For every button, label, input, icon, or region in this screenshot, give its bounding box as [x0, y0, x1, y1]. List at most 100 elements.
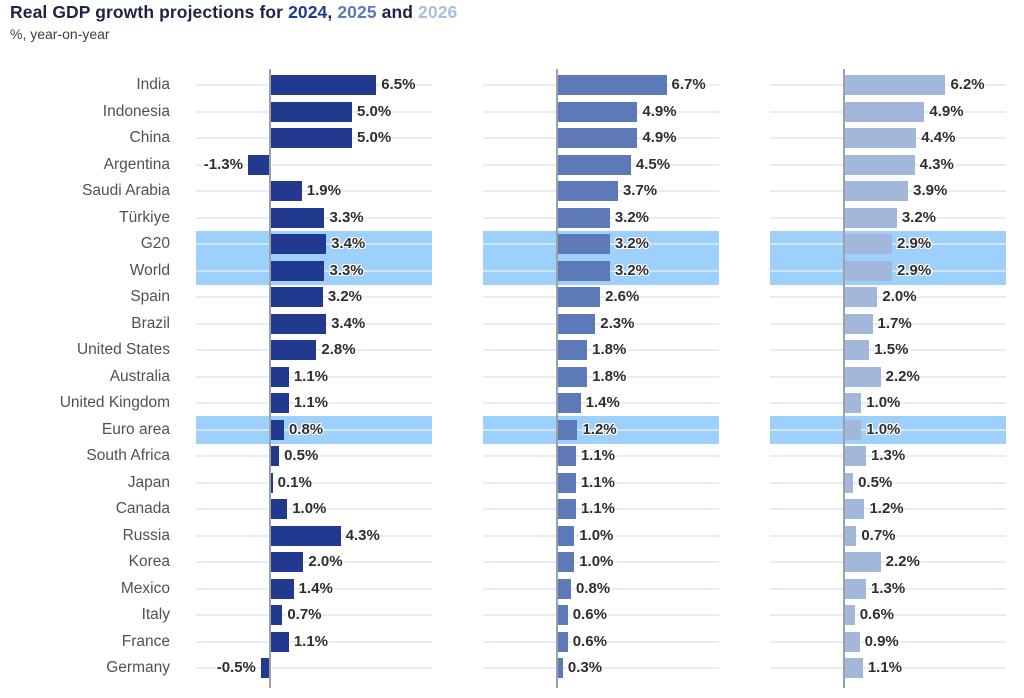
- row-gridline: [770, 640, 1006, 643]
- category-label: World: [129, 261, 170, 279]
- row-gridline: [483, 322, 719, 325]
- category-label: Indonesia: [102, 102, 170, 120]
- bar-2025-france: [558, 631, 568, 652]
- value-label: 1.1%: [580, 447, 616, 464]
- bar-2026-italy: [845, 605, 855, 626]
- bar-2024-türkiye: [271, 207, 325, 228]
- title-part: 2025: [337, 2, 377, 22]
- bar-2024-brazil: [271, 313, 327, 334]
- value-label: 1.1%: [293, 394, 329, 411]
- bar-2025-united-states: [558, 340, 588, 361]
- value-label: 6.7%: [671, 76, 706, 93]
- value-label: 2.0%: [882, 288, 917, 305]
- row-gridline: [196, 614, 432, 617]
- value-label: 0.7%: [861, 526, 896, 544]
- value-label: 0.8%: [288, 420, 324, 438]
- bar-2024-argentina: [247, 154, 269, 175]
- value-label: 1.7%: [877, 314, 912, 332]
- row-gridline: [196, 190, 432, 193]
- value-label: 4.9%: [642, 129, 677, 146]
- bar-2025-australia: [558, 366, 588, 387]
- value-label: 6.2%: [950, 76, 985, 93]
- zero-axis-line: [843, 69, 845, 688]
- bar-2024-france: [271, 631, 289, 652]
- value-label: 1.0%: [292, 500, 327, 517]
- bar-2026-india: [845, 75, 946, 96]
- bar-2026-united-kingdom: [845, 393, 862, 414]
- row-gridline: [770, 561, 1006, 564]
- value-label: 4.4%: [921, 129, 956, 146]
- bar-2024-united-kingdom: [271, 393, 289, 414]
- row-gridline: [770, 296, 1006, 299]
- bar-2026-g20: [845, 234, 892, 255]
- value-label: -1.3%: [203, 155, 243, 173]
- title-part: and: [376, 2, 419, 22]
- row-gridline: [770, 322, 1006, 325]
- value-label: 1.9%: [306, 182, 341, 199]
- bar-2025-united-kingdom: [558, 393, 581, 414]
- category-label: Brazil: [131, 314, 170, 332]
- panel-2026: 6.2% 4.9% 4.4% 4.3% 3.9% 3.2% 2.9% 2.9% 2.0% 1.7%…: [770, 69, 1006, 688]
- row-gridline: [483, 296, 719, 299]
- bar-2024-world: [271, 260, 325, 281]
- gdp-growth-bar-chart: India Indonesia China Argentina Saudi Arabia…: [0, 69, 1024, 688]
- bar-2025-canada: [558, 499, 576, 520]
- zero-axis-line: [269, 69, 271, 688]
- category-label: United Kingdom: [59, 394, 170, 411]
- row-gridline: [196, 640, 432, 643]
- row-gridline: [770, 481, 1006, 484]
- bar-2026-saudi-arabia: [845, 181, 909, 202]
- row-gridline: [483, 587, 719, 590]
- bar-2025-korea: [558, 552, 575, 573]
- bar-2024-united-states: [271, 340, 317, 361]
- bar-2026-united-states: [845, 340, 870, 361]
- value-label: 1.2%: [582, 420, 617, 438]
- bar-2024-south-africa: [271, 446, 280, 467]
- bar-2025-mexico: [558, 578, 571, 599]
- value-label: 0.8%: [575, 579, 611, 597]
- bar-2025-argentina: [558, 154, 631, 175]
- value-label: 1.1%: [293, 632, 329, 650]
- row-gridline: [196, 375, 432, 378]
- value-label: 1.8%: [592, 341, 627, 358]
- chart-header: Real GDP growth projections for 2024, 20…: [10, 2, 457, 42]
- row-gridline: [483, 561, 719, 564]
- row-gridline: [483, 375, 719, 378]
- value-label: 5.0%: [357, 129, 392, 146]
- row-gridline: [770, 402, 1006, 405]
- category-label: Japan: [127, 473, 170, 491]
- value-label: 0.6%: [859, 606, 894, 623]
- bar-2026-euro-area: [845, 419, 862, 440]
- value-label: 4.5%: [635, 155, 671, 173]
- value-label: 0.1%: [277, 473, 312, 491]
- bar-2026-australia: [845, 366, 881, 387]
- row-gridline: [196, 508, 432, 511]
- title-part: 2024: [288, 2, 328, 22]
- category-label: China: [129, 129, 171, 146]
- bar-2026-mexico: [845, 578, 867, 599]
- bar-2026-indonesia: [845, 101, 925, 122]
- bar-2026-france: [845, 631, 860, 652]
- category-label: Mexico: [120, 579, 170, 597]
- title-part: 2026: [418, 2, 458, 22]
- value-label: 0.9%: [864, 632, 899, 650]
- bar-2024-g20: [271, 234, 327, 255]
- value-label: 3.4%: [331, 235, 366, 252]
- value-label: 2.2%: [885, 553, 920, 570]
- panel-2025: 6.7% 4.9% 4.9% 4.5% 3.7% 3.2% 3.2% 3.2% 2.6% 2.3%…: [483, 69, 719, 688]
- bar-2024-germany: [260, 658, 269, 679]
- bar-2026-world: [845, 260, 892, 281]
- bar-2024-australia: [271, 366, 289, 387]
- value-label: 4.3%: [919, 155, 954, 173]
- value-label: 1.4%: [585, 394, 620, 411]
- bar-2026-japan: [845, 472, 854, 493]
- value-label: 1.1%: [580, 473, 616, 491]
- category-label: Italy: [141, 606, 170, 623]
- bar-2025-euro-area: [558, 419, 578, 440]
- bar-2025-india: [558, 75, 667, 96]
- bar-2024-indonesia: [271, 101, 352, 122]
- bar-2024-china: [271, 128, 352, 149]
- value-label: 3.2%: [614, 208, 650, 226]
- bar-2025-china: [558, 128, 638, 149]
- bar-2024-india: [271, 75, 377, 96]
